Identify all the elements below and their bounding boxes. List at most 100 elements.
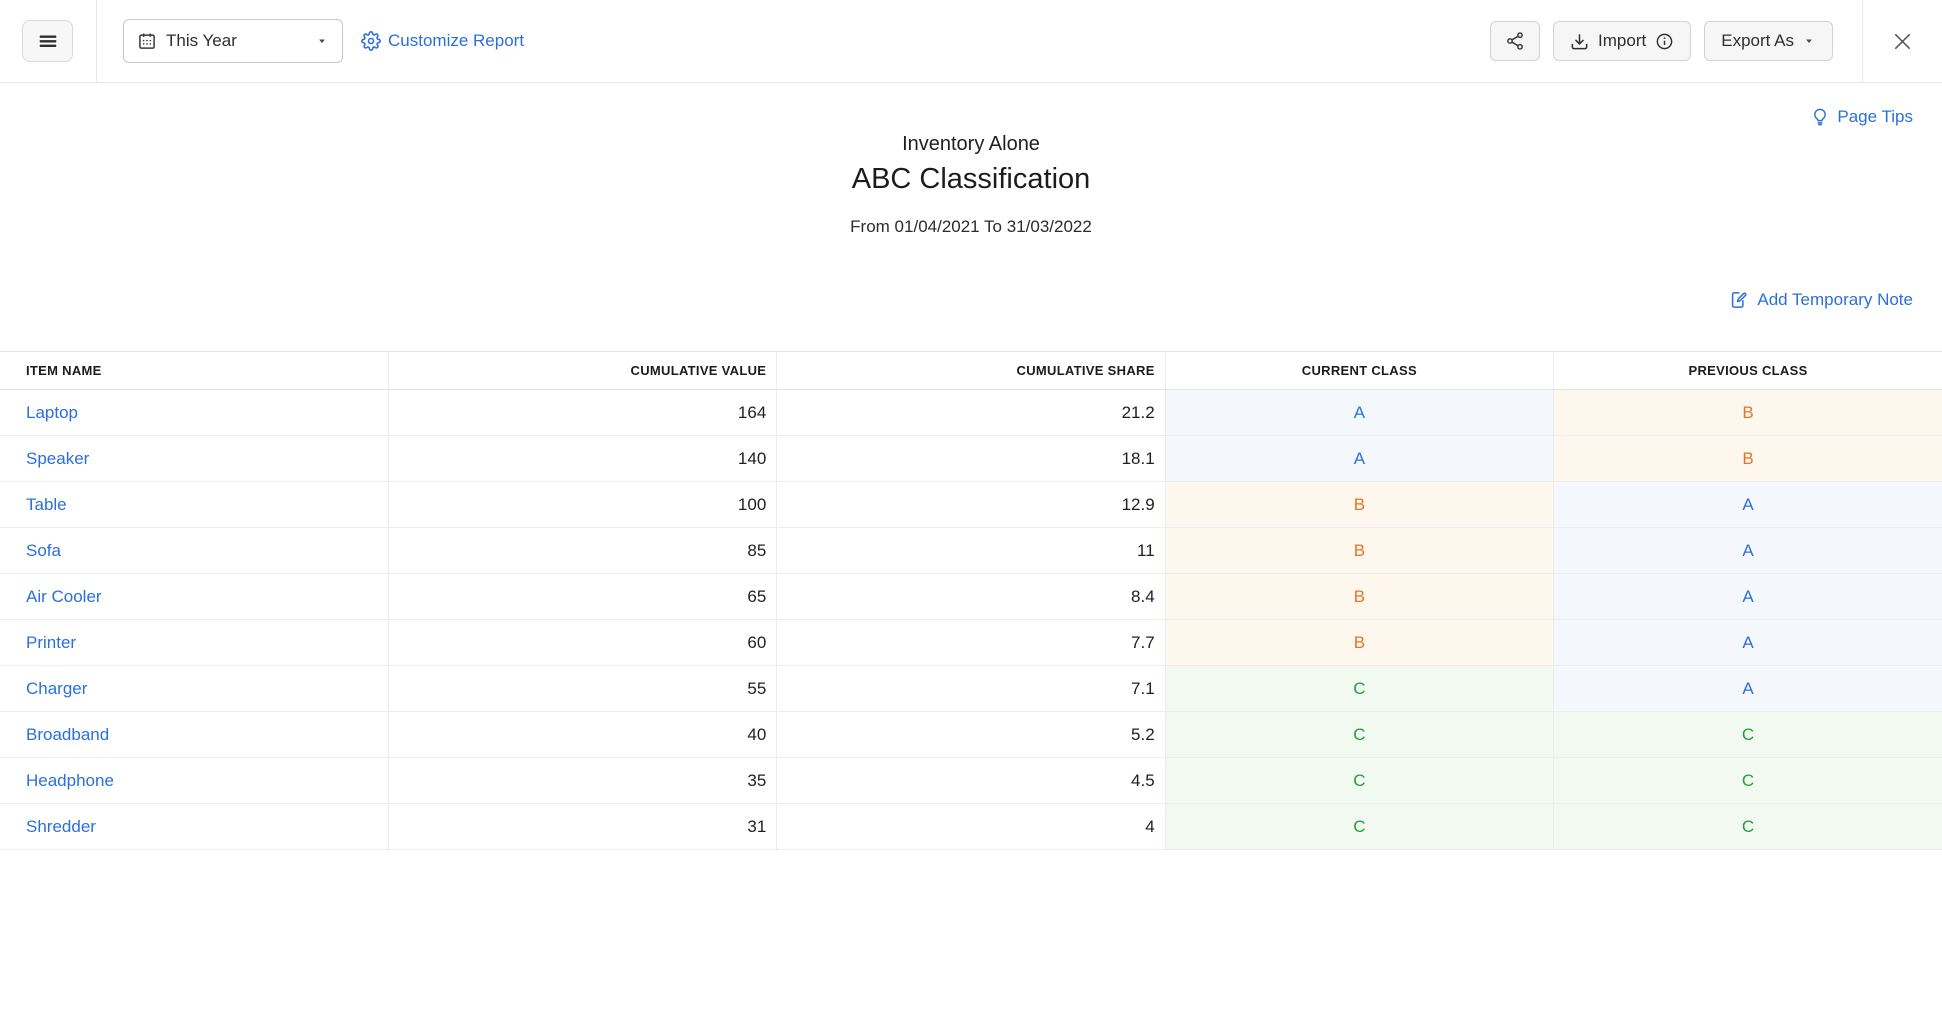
export-as-label: Export As bbox=[1721, 31, 1794, 50]
cumulative-value-cell: 140 bbox=[387, 435, 777, 482]
close-button[interactable] bbox=[1887, 26, 1918, 57]
table-row: Charger 55 7.1 C A bbox=[0, 665, 1942, 712]
import-button[interactable]: Import bbox=[1553, 21, 1692, 61]
item-name-cell: Speaker bbox=[0, 435, 389, 482]
item-name-cell: Broadband bbox=[0, 711, 389, 758]
customize-report-label: Customize Report bbox=[388, 31, 525, 50]
previous-class-cell: C bbox=[1553, 757, 1942, 804]
import-label: Import bbox=[1598, 31, 1647, 50]
table-row: Broadband 40 5.2 C C bbox=[0, 711, 1942, 758]
cumulative-value-cell: 31 bbox=[387, 803, 777, 850]
cumulative-value-cell: 60 bbox=[387, 619, 777, 666]
current-class-cell: C bbox=[1164, 803, 1554, 850]
current-class-cell: A bbox=[1164, 389, 1554, 436]
item-name-cell: Printer bbox=[0, 619, 389, 666]
cumulative-share-cell: 8.4 bbox=[776, 573, 1166, 620]
current-class-cell: C bbox=[1164, 665, 1554, 712]
note-pencil-icon bbox=[1729, 290, 1749, 310]
item-link[interactable]: Sofa bbox=[26, 540, 61, 560]
previous-class-cell: A bbox=[1553, 573, 1942, 620]
item-name-cell: Table bbox=[0, 481, 389, 528]
table-row: Air Cooler 65 8.4 B A bbox=[0, 573, 1942, 620]
info-icon bbox=[1655, 32, 1674, 51]
cumulative-share-cell: 11 bbox=[776, 527, 1166, 574]
table-row: Laptop 164 21.2 A B bbox=[0, 389, 1942, 436]
add-temporary-note-link[interactable]: Add Temporary Note bbox=[1729, 290, 1913, 310]
item-link[interactable]: Broadband bbox=[26, 724, 110, 744]
previous-class-cell: A bbox=[1553, 665, 1942, 712]
previous-class-cell: A bbox=[1553, 619, 1942, 666]
cumulative-value-cell: 100 bbox=[387, 481, 777, 528]
item-name-cell: Air Cooler bbox=[0, 573, 389, 620]
caret-down-icon bbox=[1802, 34, 1816, 48]
current-class-cell: B bbox=[1164, 527, 1554, 574]
abc-classification-table: ITEM NAME CUMULATIVE VALUE CUMULATIVE SHAR… bbox=[0, 351, 1942, 850]
item-link[interactable]: Printer bbox=[26, 632, 77, 652]
date-filter-value: This Year bbox=[166, 31, 237, 50]
cumulative-share-cell: 18.1 bbox=[776, 435, 1166, 482]
toolbar: This Year Customize Report Import bbox=[0, 0, 1942, 83]
cumulative-share-cell: 7.7 bbox=[776, 619, 1166, 666]
page-tips-label: Page Tips bbox=[1837, 107, 1913, 126]
current-class-cell: C bbox=[1164, 711, 1554, 758]
current-class-cell: B bbox=[1164, 573, 1554, 620]
previous-class-cell: B bbox=[1553, 435, 1942, 482]
page-tips-link[interactable]: Page Tips bbox=[1810, 107, 1913, 127]
current-class-cell: B bbox=[1164, 619, 1554, 666]
cumulative-value-cell: 164 bbox=[387, 389, 777, 436]
column-header: CUMULATIVE VALUE bbox=[387, 351, 777, 390]
customize-report-link[interactable]: Customize Report bbox=[361, 31, 524, 51]
item-name-cell: Headphone bbox=[0, 757, 389, 804]
gear-icon bbox=[361, 31, 381, 51]
item-link[interactable]: Speaker bbox=[26, 448, 90, 468]
cumulative-share-cell: 4.5 bbox=[776, 757, 1166, 804]
item-name-cell: Laptop bbox=[0, 389, 389, 436]
download-icon bbox=[1570, 32, 1589, 51]
cumulative-share-cell: 5.2 bbox=[776, 711, 1166, 758]
item-link[interactable]: Charger bbox=[26, 678, 88, 698]
column-header: ITEM NAME bbox=[0, 351, 389, 390]
item-link[interactable]: Shredder bbox=[26, 816, 96, 836]
item-link[interactable]: Laptop bbox=[26, 402, 78, 422]
report-title: ABC Classification bbox=[851, 163, 1091, 195]
table-header-row: ITEM NAME CUMULATIVE VALUE CUMULATIVE SHAR… bbox=[0, 351, 1942, 390]
item-name-cell: Charger bbox=[0, 665, 389, 712]
table-row: Printer 60 7.7 B A bbox=[0, 619, 1942, 666]
current-class-cell: C bbox=[1164, 757, 1554, 804]
previous-class-cell: A bbox=[1553, 527, 1942, 574]
share-button[interactable] bbox=[1490, 21, 1541, 61]
close-cell bbox=[1862, 0, 1942, 82]
hamburger-menu-button[interactable] bbox=[22, 20, 73, 62]
item-link[interactable]: Air Cooler bbox=[26, 586, 102, 606]
column-header: PREVIOUS CLASS bbox=[1553, 351, 1942, 390]
report-header: Page Tips Inventory Alone ABC Classifica… bbox=[0, 83, 1942, 351]
share-icon bbox=[1505, 31, 1525, 51]
previous-class-cell: C bbox=[1553, 803, 1942, 850]
item-link[interactable]: Table bbox=[26, 494, 67, 514]
cumulative-share-cell: 7.1 bbox=[776, 665, 1166, 712]
current-class-cell: B bbox=[1164, 481, 1554, 528]
item-link[interactable]: Headphone bbox=[26, 770, 114, 790]
table-body: Laptop 164 21.2 A B Speaker 140 18.1 A B Table 100 1… bbox=[0, 389, 1942, 850]
previous-class-cell: C bbox=[1553, 711, 1942, 758]
table-row: Shredder 31 4 C C bbox=[0, 803, 1942, 850]
cumulative-share-cell: 21.2 bbox=[776, 389, 1166, 436]
date-range-dropdown[interactable]: This Year bbox=[123, 19, 343, 63]
export-as-button[interactable]: Export As bbox=[1704, 21, 1833, 61]
table-row: Speaker 140 18.1 A B bbox=[0, 435, 1942, 482]
column-header: CUMULATIVE SHARE bbox=[776, 351, 1166, 390]
organization-name: Inventory Alone bbox=[902, 133, 1040, 155]
item-name-cell: Shredder bbox=[0, 803, 389, 850]
add-temporary-note-label: Add Temporary Note bbox=[1757, 290, 1913, 309]
current-class-cell: A bbox=[1164, 435, 1554, 482]
column-header: CURRENT CLASS bbox=[1164, 351, 1554, 390]
report-date-range: From 01/04/2021 To 31/03/2022 bbox=[850, 217, 1092, 236]
previous-class-cell: B bbox=[1553, 389, 1942, 436]
hamburger-icon bbox=[37, 30, 59, 52]
previous-class-cell: A bbox=[1553, 481, 1942, 528]
cumulative-share-cell: 4 bbox=[776, 803, 1166, 850]
table-row: Table 100 12.9 B A bbox=[0, 481, 1942, 528]
calendar-icon bbox=[137, 31, 157, 51]
cumulative-value-cell: 55 bbox=[387, 665, 777, 712]
table-row: Sofa 85 11 B A bbox=[0, 527, 1942, 574]
